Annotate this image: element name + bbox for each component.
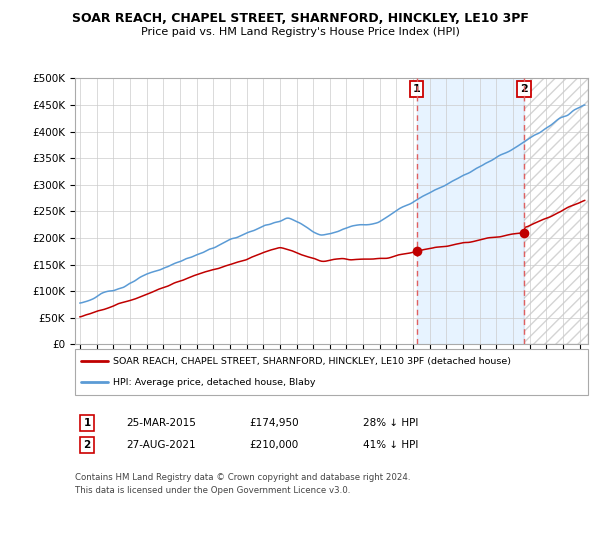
Text: £210,000: £210,000 [249, 440, 298, 450]
Text: 27-AUG-2021: 27-AUG-2021 [126, 440, 196, 450]
Text: 2: 2 [83, 440, 91, 450]
Text: 28% ↓ HPI: 28% ↓ HPI [363, 418, 418, 428]
Text: HPI: Average price, detached house, Blaby: HPI: Average price, detached house, Blab… [113, 378, 316, 387]
Bar [417, 78, 524, 344]
Text: SOAR REACH, CHAPEL STREET, SHARNFORD, HINCKLEY, LE10 3PF: SOAR REACH, CHAPEL STREET, SHARNFORD, HI… [71, 12, 529, 25]
Text: SOAR REACH, CHAPEL STREET, SHARNFORD, HINCKLEY, LE10 3PF (detached house): SOAR REACH, CHAPEL STREET, SHARNFORD, HI… [113, 357, 511, 366]
Text: Contains HM Land Registry data © Crown copyright and database right 2024.
This d: Contains HM Land Registry data © Crown c… [75, 473, 410, 494]
Text: 25-MAR-2015: 25-MAR-2015 [126, 418, 196, 428]
Text: 41% ↓ HPI: 41% ↓ HPI [363, 440, 418, 450]
Text: £174,950: £174,950 [249, 418, 299, 428]
Bar [524, 78, 588, 344]
Text: 2: 2 [520, 84, 528, 94]
Text: 1: 1 [413, 84, 421, 94]
Text: Price paid vs. HM Land Registry's House Price Index (HPI): Price paid vs. HM Land Registry's House … [140, 27, 460, 37]
Text: 1: 1 [83, 418, 91, 428]
